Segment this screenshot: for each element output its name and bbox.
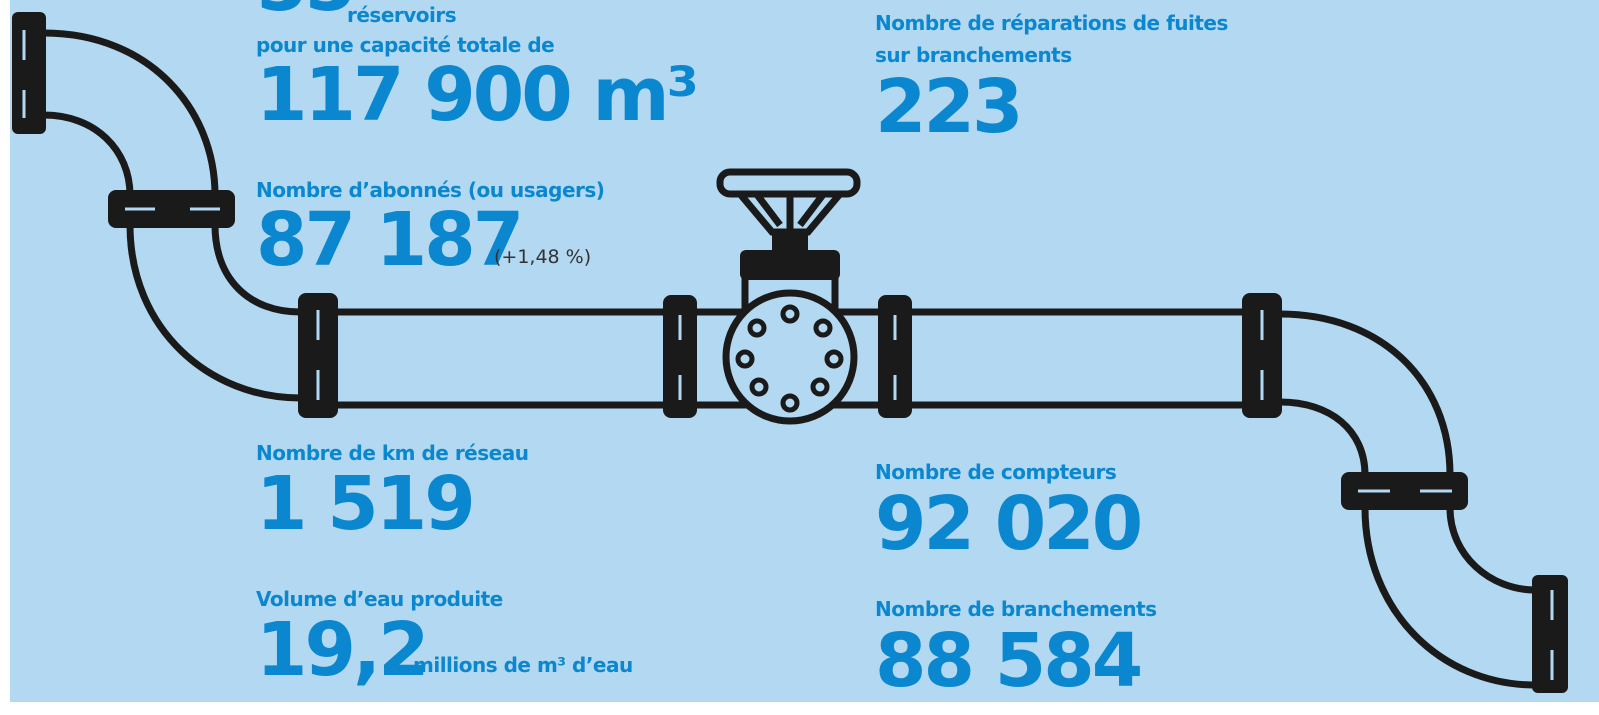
stat-label: Nombre de réparations de fuites xyxy=(875,11,1228,35)
stat-label: pour une capacité totale de xyxy=(256,33,555,57)
stat-label: Volume d’eau produite xyxy=(256,587,503,611)
stat-label: Nombre de compteurs xyxy=(875,460,1117,484)
stat-value: 223 xyxy=(875,64,1023,150)
stat-label: Nombre de km de réseau xyxy=(256,441,529,465)
stat-label: Nombre d’abonnés (ou usagers) xyxy=(256,178,605,202)
stat-label: sur branchements xyxy=(875,43,1072,67)
stat-unit: millions de m³ d’eau xyxy=(413,653,633,677)
stat-value: 55 xyxy=(256,0,356,22)
stat-value: 87 187 xyxy=(256,197,524,283)
stat-note: (+1,48 %) xyxy=(494,246,592,268)
stat-value: 117 900 m³ xyxy=(256,52,699,138)
stat-unit: réservoirs xyxy=(347,3,457,27)
stat-value: 1 519 xyxy=(256,461,476,547)
pipes xyxy=(12,12,1568,693)
infographic: 55 réservoirs pour une capacité totale d… xyxy=(10,0,1599,702)
stat-value: 88 584 xyxy=(875,618,1143,702)
stat-value: 19,2 xyxy=(256,607,430,693)
stat-value: 92 020 xyxy=(875,481,1143,567)
stat-label: Nombre de branchements xyxy=(875,597,1157,621)
